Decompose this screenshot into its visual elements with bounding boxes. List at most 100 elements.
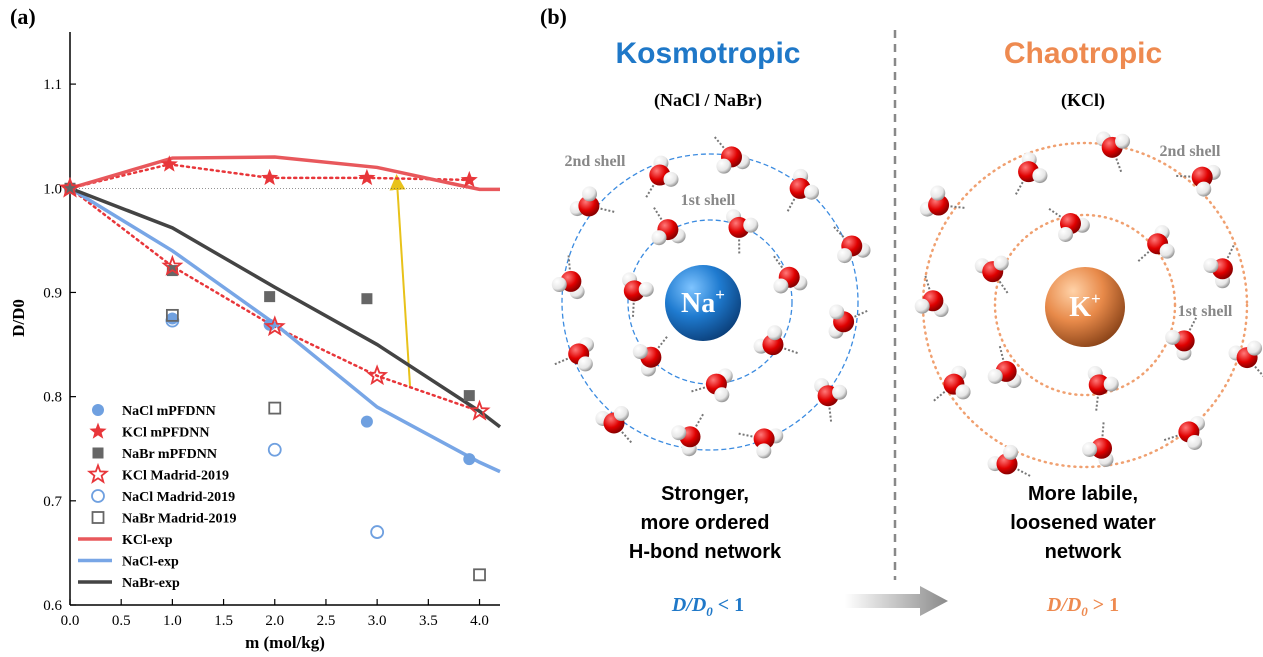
hydrogen [1203, 258, 1218, 273]
description-line: H-bond network [629, 541, 782, 563]
y-tick-label: 0.6 [43, 598, 62, 614]
hydrogen [1115, 134, 1130, 149]
ratio-relation: < 1 [713, 594, 744, 616]
hydrogen [652, 230, 667, 245]
hydrogen [614, 406, 629, 421]
hydrogen [829, 304, 844, 319]
hydrogen [1247, 341, 1262, 356]
marker [264, 291, 275, 302]
water-molecules [552, 132, 1263, 476]
ratio: D/D0 < 1 [671, 594, 744, 619]
hydrogen [1032, 168, 1047, 183]
y-tick-label: 1.0 [43, 181, 62, 197]
marker [261, 169, 278, 185]
hydrogen [743, 218, 758, 233]
legend-label: NaCl-exp [122, 555, 179, 570]
ion-charge: + [715, 285, 725, 304]
x-tick-label: 1.0 [163, 613, 182, 629]
x-tick-label: 1.5 [214, 613, 233, 629]
ratio-main: D/D [671, 594, 706, 616]
description-line: network [1045, 541, 1123, 563]
hydrogen [1082, 442, 1097, 457]
hydrogen [633, 344, 648, 359]
marker [464, 390, 475, 401]
legend: NaCl mPFDNN KCl mPFDNN NaBr mPFDNN KCl Madr… [78, 404, 236, 591]
marker [269, 444, 281, 456]
hydrogen [988, 369, 1003, 384]
x-axis-label: m (mol/kg) [245, 633, 325, 652]
legend-label: NaBr Madrid-2019 [122, 512, 236, 527]
hydrogen [1058, 227, 1073, 242]
marker [92, 490, 104, 502]
figure: (a) (b) m (mol/kg) D/D0 Na+ K+ Kosmotrop… [0, 0, 1263, 657]
marker [269, 403, 280, 414]
diagram-labels: Na+ K+ Kosmotropic Chaotropic (NaCl / Na… [565, 37, 1233, 619]
hydrogen [1165, 330, 1180, 345]
hydrogen [714, 387, 729, 402]
hydrogen [671, 425, 686, 440]
hydrogen [716, 159, 731, 174]
shell-label: 2nd shell [565, 153, 626, 170]
x-tick-label: 2.0 [265, 613, 284, 629]
x-tick-label: 3.5 [419, 613, 438, 629]
hydrogen [773, 278, 788, 293]
legend-label: KCl mPFDNN [122, 426, 210, 441]
hydrogen [915, 299, 930, 314]
subtitle: (KCl) [1061, 90, 1105, 111]
description-line: more ordered [641, 512, 770, 534]
description-line: More labile, [1028, 483, 1138, 505]
hydrogen [639, 282, 654, 297]
marker [361, 416, 373, 428]
legend-label: KCl Madrid-2019 [122, 469, 229, 484]
legend-label: KCl-exp [122, 533, 173, 548]
marker [371, 526, 383, 538]
hydrogen [837, 248, 852, 263]
legend-label: NaBr-exp [122, 576, 180, 591]
hydrogen [663, 172, 678, 187]
marker [361, 293, 372, 304]
x-tick-label: 0.5 [112, 613, 131, 629]
y-tick-label: 1.1 [43, 77, 62, 93]
shell-label: 2nd shell [1160, 143, 1221, 160]
legend-label: NaCl Madrid-2019 [122, 490, 235, 505]
hydrogen [552, 277, 567, 292]
marker [89, 423, 106, 439]
ion-symbol: Na [681, 288, 715, 319]
hydrogen [1196, 182, 1211, 197]
description-line: loosened water [1010, 512, 1156, 534]
x-tick-label: 0.0 [61, 613, 80, 629]
hydrogen [956, 384, 971, 399]
page: (a) (b) m (mol/kg) D/D0 Na+ K+ Kosmotrop… [0, 0, 1263, 657]
legend-label: NaBr mPFDNN [122, 447, 217, 462]
marker [93, 448, 104, 459]
marker [358, 169, 375, 185]
hydrogen [582, 186, 597, 201]
hydrogen [930, 186, 945, 201]
transition-arrow [845, 586, 948, 616]
shell-label: 1st shell [1178, 303, 1233, 320]
ratio: D/D0 > 1 [1046, 594, 1119, 619]
y-tick-label: 0.7 [43, 494, 62, 510]
y-axis-label: D/D0 [9, 299, 28, 337]
x-tick-label: 2.5 [317, 613, 336, 629]
ion-symbol: K [1069, 292, 1091, 323]
y-tick-label: 0.9 [43, 285, 62, 301]
panel-label: (a) [10, 4, 36, 29]
hydrogen [578, 356, 593, 371]
legend-label: NaCl mPFDNN [122, 404, 216, 419]
x-tick-label: 3.0 [368, 613, 387, 629]
ratio-main: D/D [1046, 594, 1081, 616]
hydrogen [1104, 377, 1119, 392]
marker [93, 512, 104, 523]
x-tick-label: 4.0 [470, 613, 489, 629]
subtitle: (NaCl / NaBr) [654, 90, 762, 111]
hydrogen [1160, 244, 1175, 259]
marker [92, 404, 104, 416]
series-line [70, 188, 500, 427]
hydrogen [804, 185, 819, 200]
hydrogen [832, 385, 847, 400]
ratio-relation: > 1 [1088, 594, 1119, 616]
panel-label: (b) [540, 4, 567, 29]
description-line: Stronger, [661, 483, 749, 505]
title: Kosmotropic [615, 37, 800, 70]
